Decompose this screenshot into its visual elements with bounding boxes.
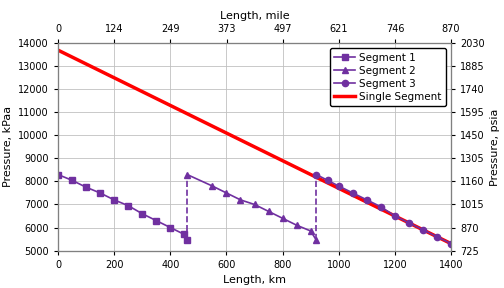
Segment 2 <box>313 238 320 242</box>
Segment 3 <box>420 228 426 232</box>
Segment 2 <box>266 210 272 213</box>
Segment 1 <box>153 219 159 222</box>
Segment 3 <box>325 179 331 182</box>
Segment 3 <box>378 205 384 209</box>
Segment 1 <box>181 233 187 236</box>
Segment 2 <box>237 198 243 202</box>
Legend: Segment 1, Segment 2, Segment 3, Single Segment: Segment 1, Segment 2, Segment 3, Single … <box>330 48 446 106</box>
Segment 1 <box>111 198 117 202</box>
Segment 1 <box>125 204 131 207</box>
Segment 1 <box>83 185 89 189</box>
X-axis label: Length, mile: Length, mile <box>220 11 289 21</box>
Line: Segment 2: Segment 2 <box>183 171 320 244</box>
Segment 1 <box>97 191 103 195</box>
Segment 3 <box>448 242 454 245</box>
Segment 1 <box>167 226 173 229</box>
Segment 2 <box>294 223 300 227</box>
Segment 1 <box>55 173 61 176</box>
Segment 3 <box>392 214 398 218</box>
Segment 3 <box>350 191 356 195</box>
Segment 1 <box>184 238 190 242</box>
Line: Segment 1: Segment 1 <box>55 171 190 243</box>
Y-axis label: Pressure, psia: Pressure, psia <box>490 108 500 185</box>
Segment 1 <box>139 212 145 215</box>
Segment 3 <box>364 198 370 202</box>
Segment 3 <box>313 173 320 176</box>
Segment 2 <box>251 203 258 206</box>
Segment 3 <box>434 235 440 238</box>
Segment 2 <box>307 229 313 233</box>
Segment 2 <box>209 184 215 188</box>
Y-axis label: Pressure, kPaa: Pressure, kPaa <box>3 106 13 187</box>
Segment 2 <box>184 173 190 176</box>
Segment 2 <box>223 191 229 195</box>
Segment 1 <box>69 179 75 182</box>
Segment 3 <box>406 221 412 225</box>
X-axis label: Length, km: Length, km <box>223 275 286 285</box>
Segment 3 <box>336 184 342 188</box>
Line: Segment 3: Segment 3 <box>313 171 454 247</box>
Segment 2 <box>280 217 286 220</box>
